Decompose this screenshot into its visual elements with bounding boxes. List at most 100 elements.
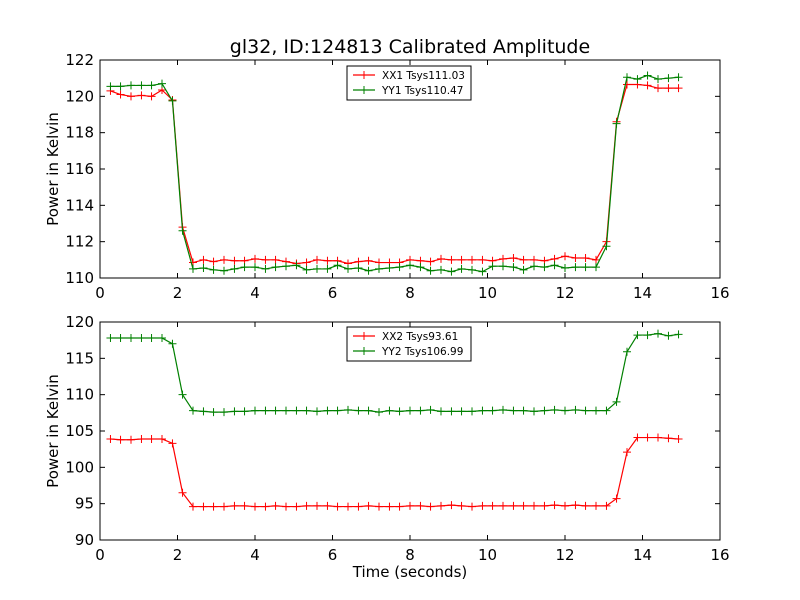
- top-data-point: [127, 81, 135, 90]
- bottom-data-point: [385, 406, 394, 415]
- top-data-point: [261, 264, 270, 273]
- top-data-point: [561, 252, 569, 261]
- top-data-point: [395, 263, 404, 272]
- top-y-tick-label: 118: [65, 124, 94, 142]
- bottom-data-point: [623, 448, 631, 457]
- bottom-data-point: [282, 406, 290, 415]
- bottom-legend-box: [346, 326, 472, 362]
- top-data-point: [664, 84, 673, 93]
- bottom-legend-marker-1: [360, 332, 368, 340]
- top-data-point: [189, 264, 197, 273]
- bottom-x-tick-label: 4: [250, 546, 260, 564]
- top-data-point: [509, 254, 518, 263]
- bottom-data-point: [654, 433, 662, 442]
- top-data-point: [251, 254, 259, 263]
- bottom-data-point: [550, 405, 559, 414]
- bottom-x-tick-label: 16: [710, 546, 729, 564]
- bottom-data-point: [478, 406, 487, 415]
- top-data-point: [623, 80, 631, 89]
- top-data-point: [220, 266, 228, 275]
- top-data-point: [457, 255, 466, 264]
- bottom-data-point: [313, 407, 321, 416]
- bottom-data-point: [426, 405, 435, 414]
- top-data-point: [364, 266, 373, 275]
- top-data-point: [313, 255, 321, 264]
- top-x-tick-label: 8: [405, 284, 415, 302]
- bottom-data-point: [395, 407, 404, 416]
- top-data-point: [302, 258, 311, 267]
- top-legend-marker-2: [360, 86, 368, 94]
- bottom-data-point: [385, 502, 394, 511]
- bottom-data-point: [468, 502, 476, 511]
- bottom-data-point: [209, 502, 218, 511]
- top-data-point: [447, 255, 456, 264]
- top-data-point: [230, 256, 239, 265]
- bottom-data-point: [282, 502, 290, 511]
- bottom-data-point: [623, 347, 631, 356]
- bottom-data-point: [406, 501, 414, 510]
- bottom-data-point: [261, 406, 270, 415]
- top-data-point: [571, 254, 580, 263]
- bottom-x-tick-label: 0: [95, 546, 105, 564]
- bottom-data-point: [426, 502, 435, 511]
- bottom-data-point: [116, 333, 125, 342]
- top-x-tick-label: 14: [633, 284, 652, 302]
- top-data-point: [302, 265, 311, 274]
- bottom-data-point: [178, 488, 187, 497]
- top-data-point: [127, 92, 135, 101]
- bottom-data-point: [251, 406, 259, 415]
- top-y-tick-label: 120: [65, 87, 94, 105]
- top-data-point: [230, 264, 239, 273]
- bottom-data-point: [199, 407, 208, 416]
- bottom-y-tick-label: 115: [65, 349, 94, 367]
- bottom-data-point: [654, 329, 662, 338]
- bottom-data-point: [540, 501, 549, 510]
- top-data-point: [437, 265, 445, 274]
- top-x-tick-label: 12: [555, 284, 574, 302]
- top-data-point: [550, 261, 559, 270]
- bottom-data-point: [137, 434, 146, 443]
- bottom-data-point: [344, 405, 352, 414]
- bottom-y-tick-label: 95: [75, 495, 94, 513]
- bottom-data-point: [364, 406, 373, 415]
- bottom-x-tick-label: 10: [478, 546, 497, 564]
- bottom-data-point: [302, 406, 311, 415]
- top-data-point: [478, 267, 487, 276]
- bottom-data-point: [199, 502, 208, 511]
- bottom-data-point: [137, 333, 146, 342]
- top-x-tick-label: 4: [250, 284, 260, 302]
- bottom-data-point: [530, 407, 538, 416]
- top-legend-marker-1: [360, 71, 368, 79]
- bottom-data-point: [664, 331, 673, 340]
- top-data-point: [468, 255, 476, 264]
- bottom-x-tick-label: 14: [633, 546, 652, 564]
- top-data-point: [530, 262, 538, 271]
- bottom-legend-label-1: XX2 Tsys93.61: [382, 331, 458, 343]
- top-data-point: [282, 262, 290, 271]
- bottom-data-point: [416, 501, 425, 510]
- top-data-point: [509, 263, 518, 272]
- top-data-point: [540, 263, 549, 272]
- bottom-data-point: [364, 501, 373, 510]
- top-data-point: [323, 264, 332, 273]
- bottom-x-tick-label: 12: [555, 546, 574, 564]
- top-data-point: [447, 267, 456, 276]
- top-x-tick-label: 6: [328, 284, 338, 302]
- bottom-data-point: [457, 501, 466, 510]
- top-data-point: [106, 82, 115, 91]
- bottom-data-point: [530, 501, 538, 510]
- top-data-point: [271, 255, 280, 264]
- bottom-data-point: [271, 406, 280, 415]
- bottom-y-tick-label: 105: [65, 422, 94, 440]
- top-data-point: [643, 81, 652, 90]
- bottom-data-point: [581, 406, 590, 415]
- bottom-data-point: [189, 502, 197, 511]
- bottom-data-point: [292, 502, 301, 511]
- bottom-x-tick-label: 6: [328, 546, 338, 564]
- top-data-point: [519, 255, 528, 264]
- bottom-data-point: [447, 501, 456, 510]
- top-data-point: [664, 74, 673, 83]
- top-data-point: [468, 265, 476, 274]
- top-data-point: [354, 264, 363, 273]
- bottom-data-point: [406, 406, 414, 415]
